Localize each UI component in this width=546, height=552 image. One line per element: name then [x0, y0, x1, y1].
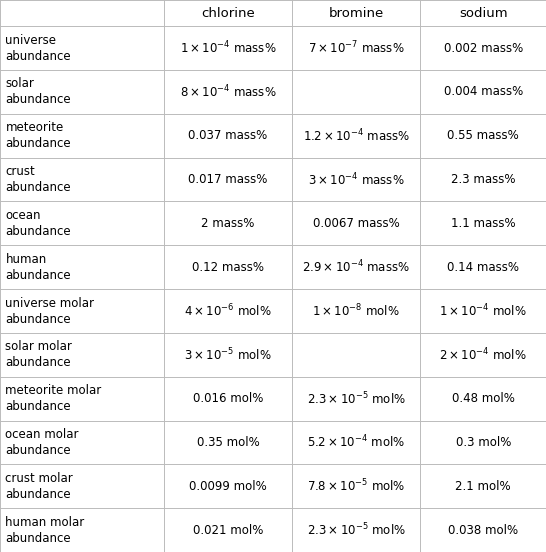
- Text: 0.037 mass%: 0.037 mass%: [188, 129, 268, 142]
- Text: bromine: bromine: [329, 7, 384, 20]
- Text: $2.9\times10^{-4}$ mass%: $2.9\times10^{-4}$ mass%: [302, 259, 410, 275]
- Text: 0.002 mass%: 0.002 mass%: [443, 41, 523, 55]
- Text: crust molar
abundance: crust molar abundance: [5, 472, 73, 501]
- Text: 0.0099 mol%: 0.0099 mol%: [189, 480, 267, 493]
- Text: $1\times10^{-4}$ mol%: $1\times10^{-4}$ mol%: [440, 302, 527, 319]
- Text: 2.1 mol%: 2.1 mol%: [455, 480, 511, 493]
- Text: 0.55 mass%: 0.55 mass%: [447, 129, 519, 142]
- Text: ocean
abundance: ocean abundance: [5, 209, 71, 238]
- Text: 1.1 mass%: 1.1 mass%: [451, 217, 515, 230]
- Text: 0.35 mol%: 0.35 mol%: [197, 436, 259, 449]
- Text: $4\times10^{-6}$ mol%: $4\times10^{-6}$ mol%: [184, 302, 272, 319]
- Text: solar
abundance: solar abundance: [5, 77, 71, 107]
- Text: $1\times10^{-8}$ mol%: $1\times10^{-8}$ mol%: [312, 302, 400, 319]
- Text: $2\times10^{-4}$ mol%: $2\times10^{-4}$ mol%: [440, 347, 527, 363]
- Text: $7\times10^{-7}$ mass%: $7\times10^{-7}$ mass%: [308, 40, 405, 56]
- Text: 0.3 mol%: 0.3 mol%: [455, 436, 511, 449]
- Text: 2 mass%: 2 mass%: [201, 217, 254, 230]
- Text: universe
abundance: universe abundance: [5, 34, 71, 62]
- Text: $2.3\times10^{-5}$ mol%: $2.3\times10^{-5}$ mol%: [307, 522, 406, 538]
- Text: solar molar
abundance: solar molar abundance: [5, 341, 72, 369]
- Text: 2.3 mass%: 2.3 mass%: [451, 173, 515, 186]
- Text: human
abundance: human abundance: [5, 253, 71, 282]
- Text: sodium: sodium: [459, 7, 508, 20]
- Text: $2.3\times10^{-5}$ mol%: $2.3\times10^{-5}$ mol%: [307, 390, 406, 407]
- Text: 0.14 mass%: 0.14 mass%: [447, 261, 519, 274]
- Text: meteorite
abundance: meteorite abundance: [5, 121, 71, 150]
- Text: 0.021 mol%: 0.021 mol%: [193, 524, 263, 537]
- Text: 0.016 mol%: 0.016 mol%: [193, 392, 263, 405]
- Text: ocean molar
abundance: ocean molar abundance: [5, 428, 79, 457]
- Text: universe molar
abundance: universe molar abundance: [5, 296, 94, 326]
- Text: 0.12 mass%: 0.12 mass%: [192, 261, 264, 274]
- Text: $3\times10^{-4}$ mass%: $3\times10^{-4}$ mass%: [308, 171, 405, 188]
- Text: $5.2\times10^{-4}$ mol%: $5.2\times10^{-4}$ mol%: [307, 434, 405, 451]
- Text: 0.017 mass%: 0.017 mass%: [188, 173, 268, 186]
- Text: $8\times10^{-4}$ mass%: $8\times10^{-4}$ mass%: [180, 83, 276, 100]
- Text: meteorite molar
abundance: meteorite molar abundance: [5, 384, 102, 413]
- Text: $1\times10^{-4}$ mass%: $1\times10^{-4}$ mass%: [180, 40, 276, 56]
- Text: 0.0067 mass%: 0.0067 mass%: [313, 217, 400, 230]
- Text: $3\times10^{-5}$ mol%: $3\times10^{-5}$ mol%: [184, 347, 272, 363]
- Text: $7.8\times10^{-5}$ mol%: $7.8\times10^{-5}$ mol%: [307, 478, 406, 495]
- Text: 0.038 mol%: 0.038 mol%: [448, 524, 518, 537]
- Text: crust
abundance: crust abundance: [5, 165, 71, 194]
- Text: chlorine: chlorine: [201, 7, 255, 20]
- Text: 0.004 mass%: 0.004 mass%: [443, 86, 523, 98]
- Text: 0.48 mol%: 0.48 mol%: [452, 392, 515, 405]
- Text: human molar
abundance: human molar abundance: [5, 516, 85, 545]
- Text: $1.2\times10^{-4}$ mass%: $1.2\times10^{-4}$ mass%: [302, 128, 410, 144]
